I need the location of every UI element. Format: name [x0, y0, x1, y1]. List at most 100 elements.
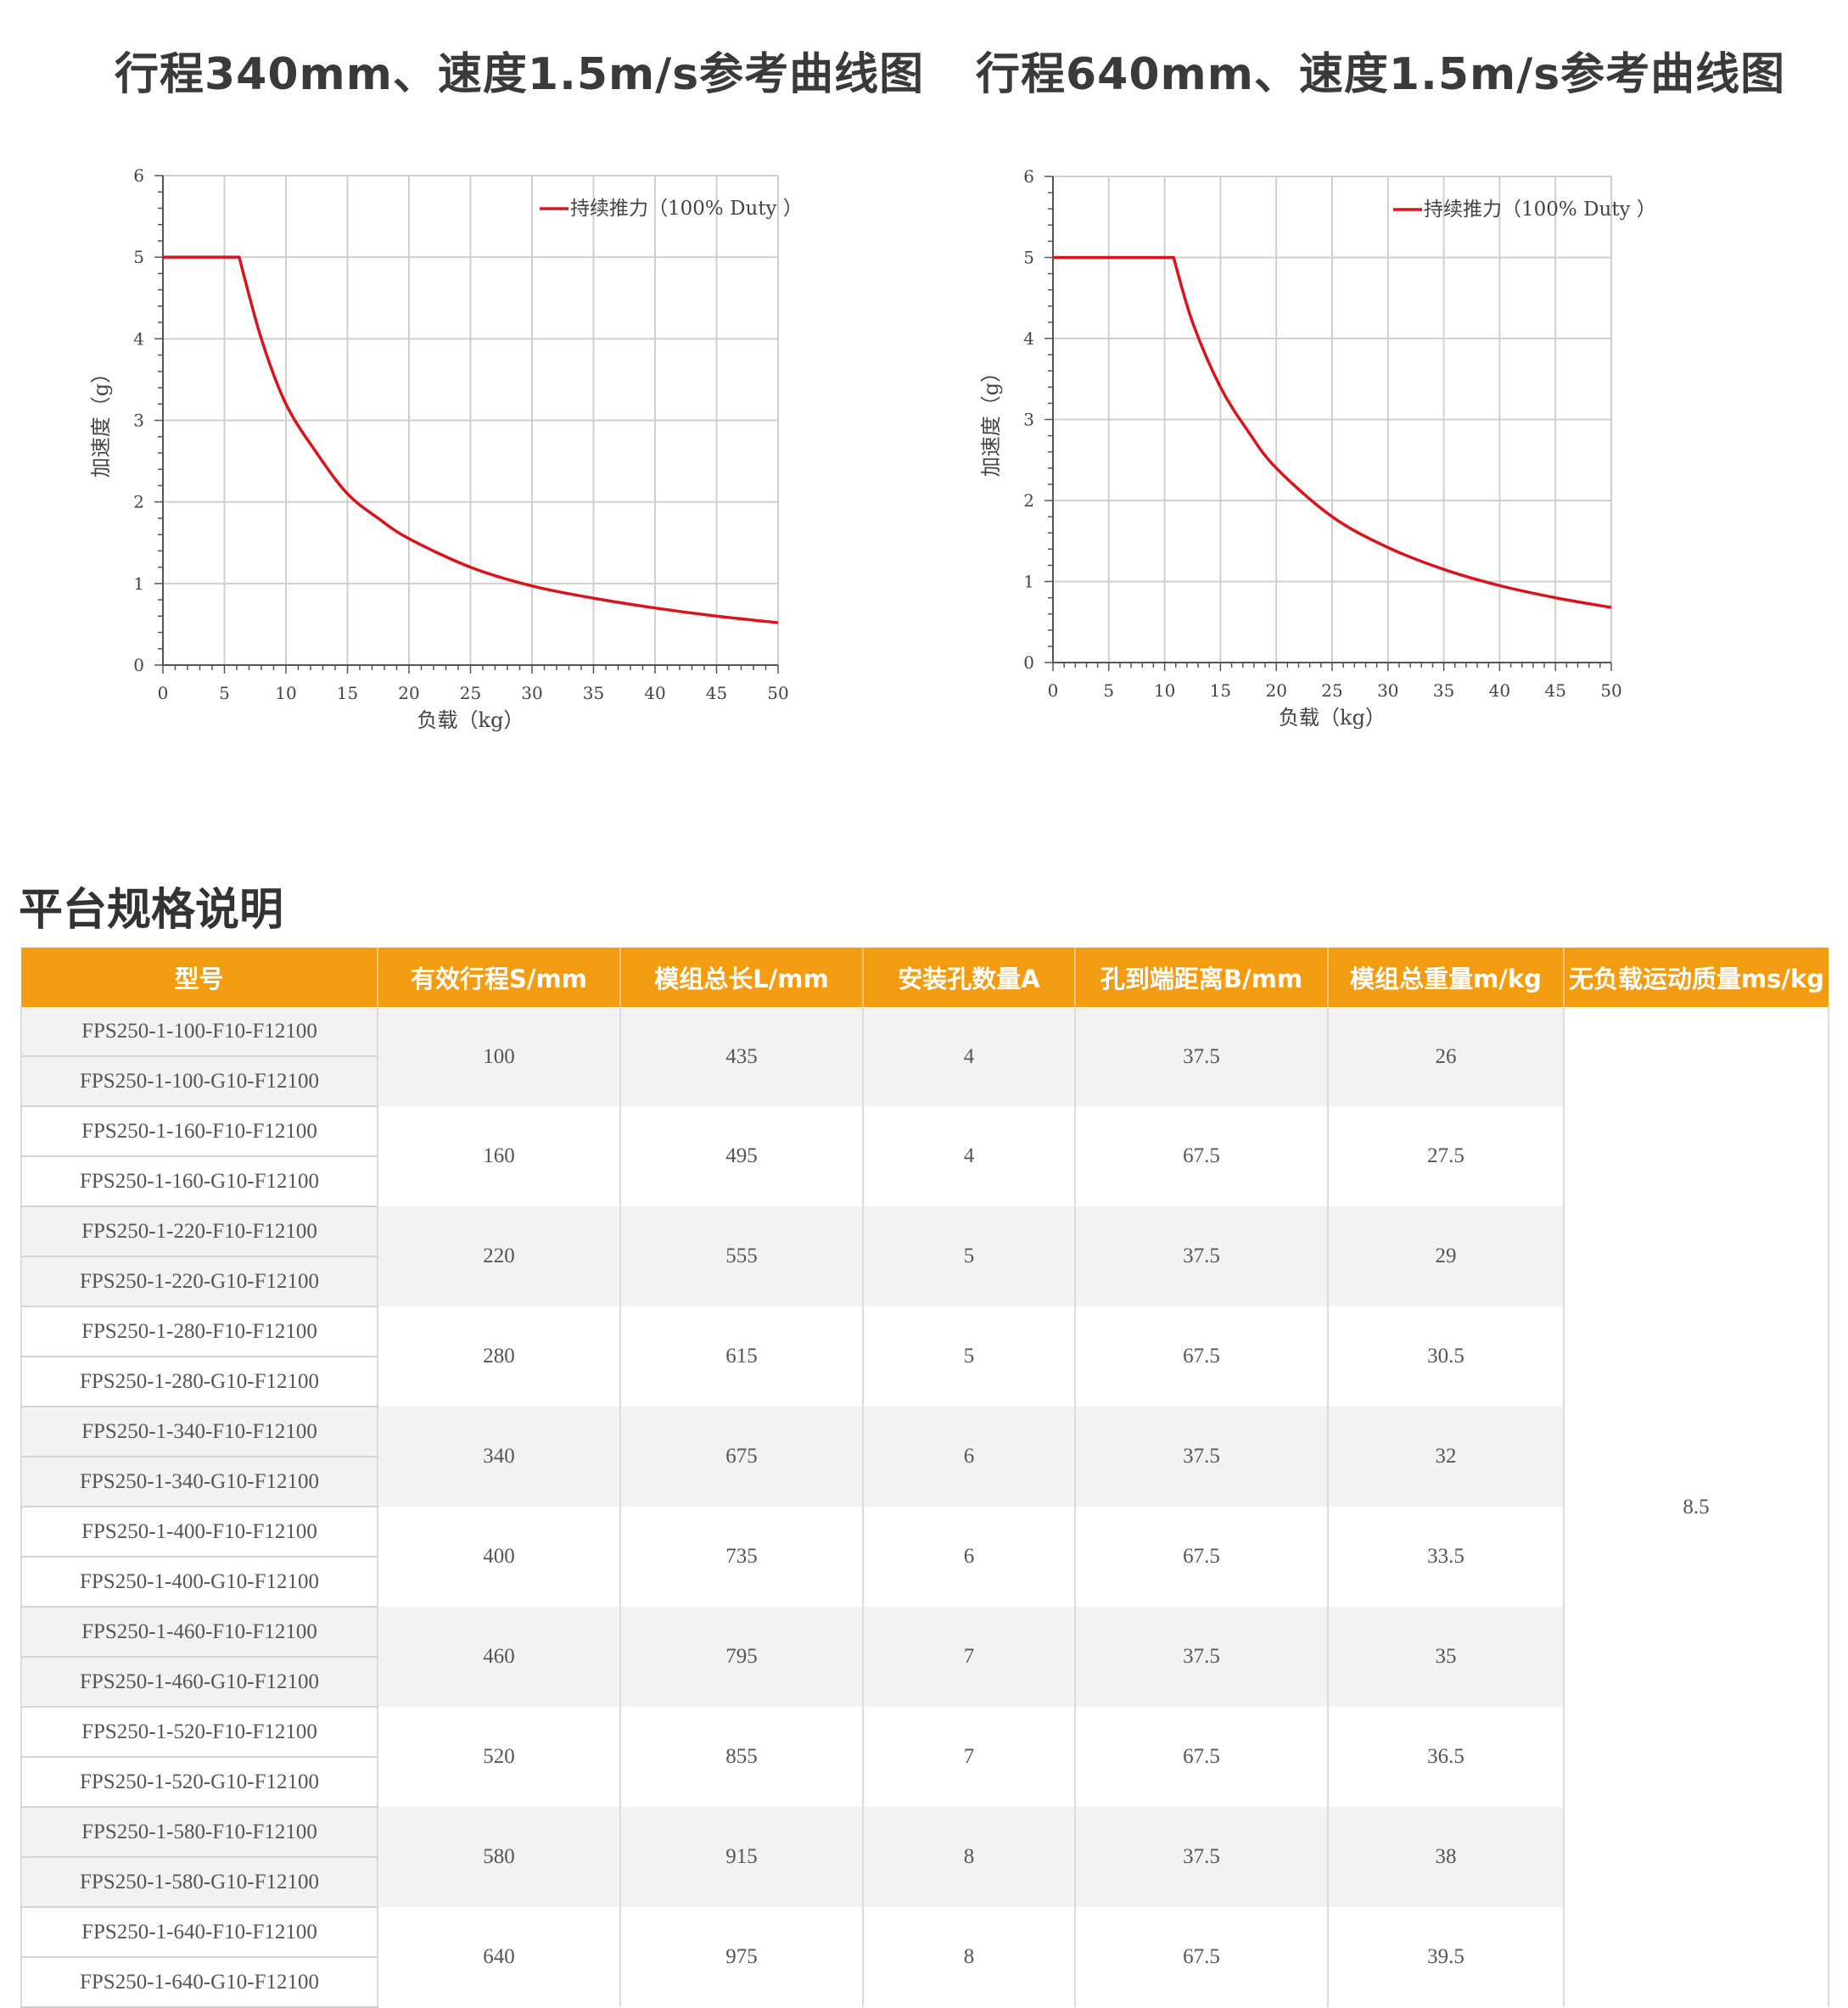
model-cell: FPS250-1-580-G10-F12100 [20, 1857, 378, 1908]
table-row: FPS250-1-220-G10-F12100 [20, 1256, 1828, 1307]
stroke-cell: 160 [378, 1106, 621, 1206]
weight-cell: 36.5 [1328, 1707, 1565, 1807]
y-tick-label: 2 [1023, 490, 1034, 511]
section-title: 平台规格说明 [19, 885, 284, 936]
x-tick-label: 40 [644, 683, 665, 703]
weight-cell: 27.5 [1328, 1106, 1565, 1206]
x-tick-label: 5 [219, 683, 230, 703]
x-tick-label: 10 [275, 683, 296, 703]
x-tick-label: 50 [767, 683, 788, 703]
model-cell: FPS250-1-640-G10-F12100 [20, 1957, 378, 2008]
y-tick-label: 4 [133, 328, 144, 349]
y-axis-title: 加速度（g） [89, 363, 113, 478]
table-row: FPS250-1-100-F10-F12100 100 435 4 37.5 26 8.5 [20, 1007, 1829, 2007]
holes-cell: 5 [863, 1306, 1076, 1407]
x-tick-label: 15 [1210, 680, 1231, 701]
x-tick-label: 20 [398, 683, 419, 703]
length-cell: 615 [620, 1306, 864, 1407]
weight-cell: 26 [1328, 1007, 1565, 1106]
weight-cell: 38 [1328, 1807, 1565, 1907]
model-cell: FPS250-1-100-G10-F12100 [20, 1056, 378, 1107]
length-cell: 435 [620, 1007, 864, 1106]
stroke-cell: 280 [378, 1306, 621, 1407]
y-tick-label: 2 [133, 492, 144, 512]
model-cell: FPS250-1-340-G10-F12100 [20, 1457, 378, 1507]
weight-cell: 30.5 [1328, 1306, 1565, 1407]
table-row: FPS250-1-580-F10-F12100 580 915 8 37.5 38 [20, 1807, 1828, 1907]
table-row: FPS250-1-100-G10-F12100 [20, 1056, 1828, 1107]
holes-cell: 6 [863, 1407, 1076, 1507]
x-tick-label: 40 [1489, 680, 1510, 701]
stroke-cell: 520 [378, 1707, 621, 1807]
model-cell: FPS250-1-460-G10-F12100 [20, 1657, 378, 1708]
stroke-cell: 580 [378, 1807, 621, 1907]
x-axis-title: 负载（kg） [417, 708, 524, 732]
chart-2: 0 5 10 15 20 25 30 35 40 45 500123456负载（kg）加速度（g）持… [979, 166, 1656, 730]
header-distance: 孔到端距离B/mm [1075, 948, 1329, 1007]
x-tick-label: 0 [1048, 680, 1059, 701]
y-tick-label: 3 [133, 411, 144, 431]
y-tick-label: 0 [1023, 652, 1034, 673]
series-line [1053, 255, 1612, 609]
model-cell: FPS250-1-520-F10-F12100 [20, 1707, 378, 1758]
y-tick-label: 5 [1023, 248, 1034, 268]
distance-cell: 67.5 [1075, 1306, 1329, 1407]
weight-cell: 33.5 [1328, 1507, 1565, 1607]
table-row: FPS250-1-460-F10-F12100 460 795 7 37.5 35 [20, 1607, 1828, 1707]
x-tick-label: 50 [1600, 680, 1621, 701]
model-cell: FPS250-1-400-F10-F12100 [20, 1507, 378, 1558]
model-cell: FPS250-1-580-F10-F12100 [20, 1807, 378, 1858]
x-tick-label: 35 [1433, 680, 1454, 701]
table-row: FPS250-1-340-F10-F12100 340 675 6 37.5 32 [20, 1407, 1828, 1507]
table-row: FPS250-1-340-G10-F12100 [20, 1457, 1828, 1507]
length-cell: 975 [620, 1907, 864, 2007]
header-model: 型号 [21, 948, 378, 1007]
x-tick-label: 20 [1265, 680, 1286, 701]
table-row: FPS250-1-460-G10-F12100 [20, 1657, 1828, 1708]
weight-cell: 39.5 [1328, 1907, 1565, 2007]
stroke-cell: 220 [378, 1206, 621, 1306]
weight-cell: 32 [1328, 1407, 1565, 1507]
series-line [163, 255, 779, 624]
y-tick-label: 6 [1023, 166, 1034, 187]
x-tick-label: 30 [1377, 680, 1398, 701]
table-header-row: 型号 有效行程S/mm 模组总长L/mm 安装孔数量A 孔到端距离B/mm 模组… [21, 948, 1828, 1007]
model-cell: FPS250-1-220-G10-F12100 [20, 1256, 378, 1307]
holes-cell: 4 [863, 1007, 1076, 1106]
length-cell: 855 [620, 1707, 864, 1807]
table-row: FPS250-1-520-F10-F12100 520 855 7 67.5 36.5 [20, 1707, 1828, 1807]
holes-cell: 8 [863, 1907, 1076, 2007]
chart-2-title: 行程640mm、速度1.5m/s参考曲线图 [976, 49, 1786, 100]
model-cell: FPS250-1-160-G10-F12100 [20, 1156, 378, 1207]
x-tick-label: 45 [706, 683, 727, 703]
stroke-cell: 100 [378, 1007, 621, 1106]
spec-table: 型号 有效行程S/mm 模组总长L/mm 安装孔数量A 孔到端距离B/mm 模组… [20, 948, 1829, 2008]
distance-cell: 37.5 [1075, 1206, 1329, 1306]
moving-mass-cell: 8.5 [1564, 1007, 1829, 2007]
length-cell: 735 [620, 1507, 864, 1607]
length-cell: 555 [620, 1206, 864, 1306]
distance-cell: 67.5 [1075, 1507, 1329, 1607]
x-tick-label: 45 [1544, 680, 1565, 701]
table-row: FPS250-1-280-F10-F12100 280 615 5 67.5 30.5 [20, 1306, 1828, 1407]
table-row: FPS250-1-160-F10-F12100 160 495 4 67.5 27.5 [20, 1106, 1828, 1206]
weight-cell: 35 [1328, 1607, 1565, 1707]
model-cell: FPS250-1-280-F10-F12100 [20, 1306, 378, 1357]
y-tick-label: 5 [133, 247, 144, 267]
model-cell: FPS250-1-340-F10-F12100 [20, 1407, 378, 1457]
table-row: FPS250-1-280-G10-F12100 [20, 1356, 1828, 1407]
header-holes: 安装孔数量A [863, 948, 1076, 1007]
header-weight: 模组总重量m/kg [1328, 948, 1565, 1007]
distance-cell: 67.5 [1075, 1106, 1329, 1206]
chart-1: 0 5 10 15 20 25 30 35 40 45 500123456负载（kg）加速度（g）持… [89, 165, 803, 732]
x-tick-label: 25 [460, 683, 481, 703]
table-row: FPS250-1-220-F10-F12100 220 555 5 37.5 29 [20, 1206, 1828, 1306]
length-cell: 795 [620, 1607, 864, 1707]
holes-cell: 7 [863, 1607, 1076, 1707]
model-cell: FPS250-1-280-G10-F12100 [20, 1356, 378, 1407]
y-tick-label: 6 [133, 165, 144, 186]
table-row: FPS250-1-400-G10-F12100 [20, 1557, 1828, 1608]
y-tick-label: 3 [1023, 410, 1034, 430]
table-row: FPS250-1-400-F10-F12100 400 735 6 67.5 33.5 [20, 1507, 1828, 1607]
legend-label: 持续推力（100% Duty ） [1424, 199, 1656, 221]
